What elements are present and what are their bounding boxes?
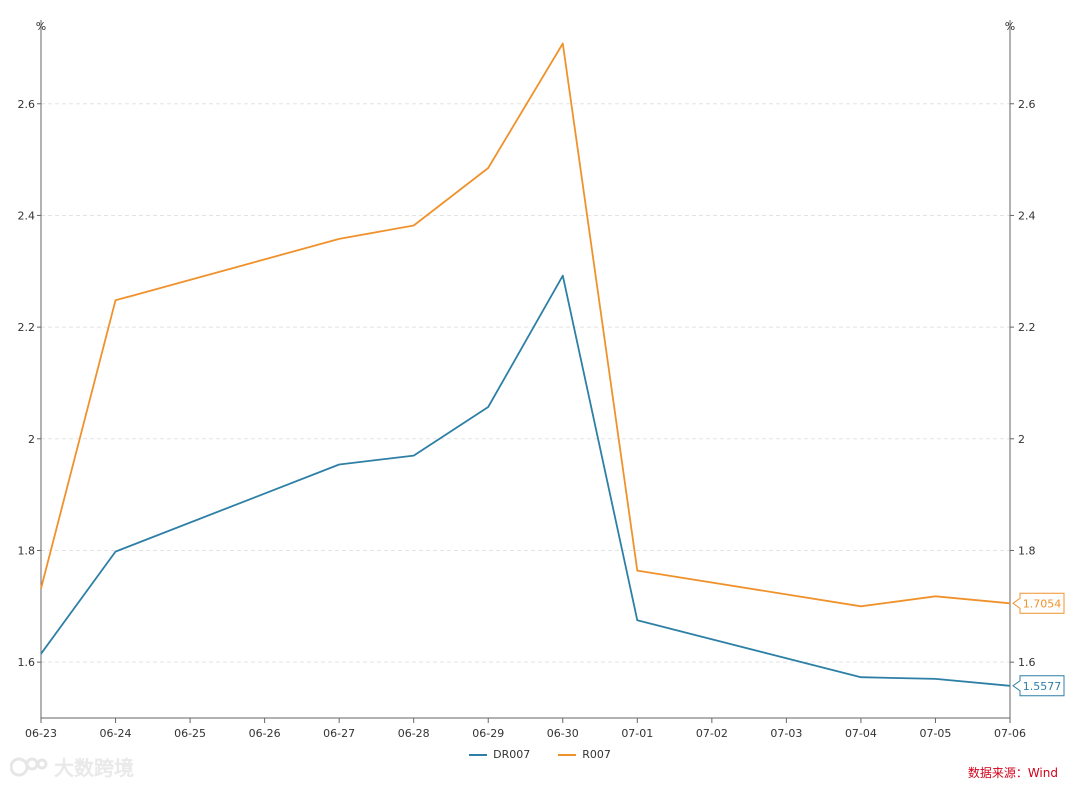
- y-unit-left: %: [36, 20, 46, 33]
- end-value-label-dr007: 1.5577: [1012, 675, 1065, 697]
- y-tick-label-right: 1.8: [1018, 544, 1036, 557]
- x-tick-label: 06-26: [249, 727, 281, 740]
- x-tick-label: 07-02: [696, 727, 728, 740]
- y-tick-label-left: 1.8: [18, 544, 36, 557]
- x-tick-label: 06-23: [25, 727, 57, 740]
- legend-label-dr007: DR007: [493, 748, 531, 761]
- source-note: 数据来源：Wind: [967, 766, 1058, 780]
- x-tick-label: 06-30: [547, 727, 579, 740]
- y-unit-right: %: [1005, 20, 1015, 33]
- x-tick-label: 06-25: [174, 727, 206, 740]
- line-chart: 1.6 1.6 1.8 1.8 2 2 2.2 2.2 2.4 2.4 2.6 2.6% % 06-23 0…: [18, 20, 1065, 740]
- watermark-logo-icon: [10, 757, 48, 776]
- series-line-r007: [40, 42, 1011, 608]
- end-value-box: [1012, 592, 1065, 614]
- y-tick-label-left: 1.6: [18, 656, 36, 669]
- y-tick-label-left: 2.2: [18, 321, 36, 334]
- x-tick-label: 06-29: [472, 727, 504, 740]
- y-tick-label-right: 2.2: [1018, 321, 1036, 334]
- y-tick-label-left: 2.4: [18, 209, 36, 222]
- x-tick-label: 06-28: [398, 727, 430, 740]
- legend-swatch-dr007: [469, 753, 488, 756]
- legend-item-dr007[interactable]: DR007: [469, 748, 530, 761]
- watermark: 大数跨境: [10, 752, 134, 781]
- y-tick-label-right: 1.6: [1018, 656, 1036, 669]
- y-tick-label-right: 2.6: [1018, 98, 1036, 111]
- x-tick-label: 07-04: [845, 727, 877, 740]
- x-tick-label: 07-01: [621, 727, 653, 740]
- legend-label-r007: R007: [582, 748, 611, 761]
- end-value-box: [1012, 675, 1065, 697]
- x-tick-label: 06-27: [323, 727, 355, 740]
- legend: DR007 R007: [0, 748, 1080, 761]
- y-tick-label-left: 2.6: [18, 98, 36, 111]
- y-tick-label-right: 2.4: [1018, 209, 1036, 222]
- y-tick-label-left: 2: [28, 433, 35, 446]
- series-line-dr007: [40, 274, 1011, 687]
- legend-swatch-r007: [558, 753, 577, 756]
- x-tick-label: 06-24: [100, 727, 132, 740]
- x-tick-label: 07-03: [770, 727, 802, 740]
- x-tick-label: 07-05: [919, 727, 951, 740]
- end-value-label-r007: 1.7054: [1012, 592, 1065, 614]
- x-tick-label: 07-06: [994, 727, 1026, 740]
- end-value-text: 1.7054: [1023, 597, 1062, 610]
- y-tick-label-right: 2: [1018, 433, 1025, 446]
- legend-item-r007[interactable]: R007: [558, 748, 611, 761]
- end-value-text: 1.5577: [1023, 680, 1062, 693]
- watermark-text: 大数跨境: [54, 756, 134, 780]
